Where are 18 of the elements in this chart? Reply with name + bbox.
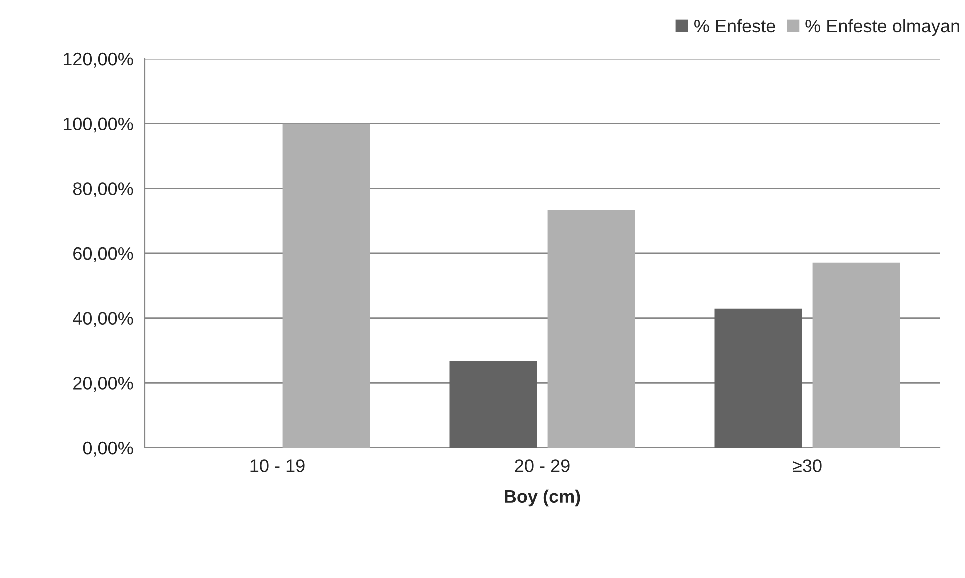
x-axis-title: Boy (cm) xyxy=(505,490,580,507)
legend-label: % Enfeste xyxy=(694,19,776,33)
y-tick-label: 60,00% xyxy=(74,247,134,262)
y-tick-label: 80,00% xyxy=(73,182,134,198)
bar xyxy=(282,124,370,448)
legend-label: % Enfeste olmayan xyxy=(806,19,960,36)
x-tick-label: 10 - 19 xyxy=(250,460,305,472)
y-tick-label: 20,00% xyxy=(74,377,134,392)
bar xyxy=(714,308,802,448)
x-tick-label: ≥30 xyxy=(793,460,822,472)
y-tick-label: 0,00% xyxy=(83,442,134,457)
y-tick-label: 40,00% xyxy=(73,312,134,328)
bar xyxy=(812,262,900,448)
y-tick-label: 100,00% xyxy=(64,118,134,133)
x-tick-label: 20 - 29 xyxy=(515,460,570,472)
y-tick-label: 120,00% xyxy=(64,52,134,68)
bar xyxy=(450,361,538,448)
bar xyxy=(548,210,636,448)
